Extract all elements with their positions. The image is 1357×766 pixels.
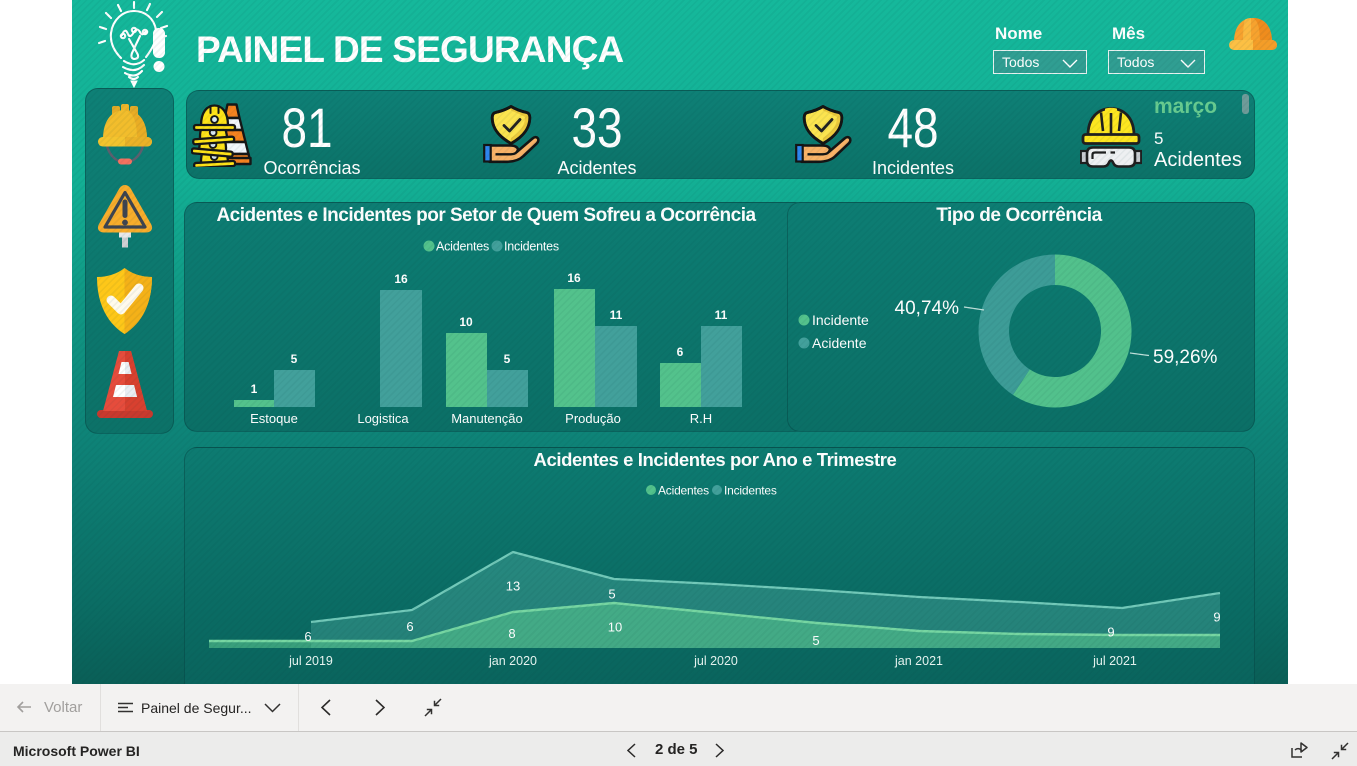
svg-text:11: 11 <box>610 308 623 322</box>
svg-text:9: 9 <box>1107 625 1114 640</box>
svg-text:6: 6 <box>304 629 311 644</box>
svg-text:6: 6 <box>677 345 684 359</box>
svg-text:Produção: Produção <box>565 411 621 426</box>
svg-text:10: 10 <box>608 620 622 635</box>
svg-text:5: 5 <box>291 352 298 366</box>
svg-text:jul 2019: jul 2019 <box>288 654 333 668</box>
svg-text:Incidente: Incidente <box>812 312 869 328</box>
svg-text:9: 9 <box>1213 610 1220 625</box>
svg-text:Logistica: Logistica <box>357 411 409 426</box>
svg-text:16: 16 <box>394 272 408 286</box>
svg-text:13: 13 <box>506 579 520 594</box>
svg-text:jul 2020: jul 2020 <box>693 654 738 668</box>
svg-text:jan 2021: jan 2021 <box>894 654 943 668</box>
svg-text:Acidentes: Acidentes <box>436 240 489 254</box>
svg-text:Incidentes: Incidentes <box>504 240 559 254</box>
svg-text:Acidentes e Incidentes por Ano: Acidentes e Incidentes por Ano e Trimest… <box>534 449 897 470</box>
svg-text:40,74%: 40,74% <box>895 298 960 319</box>
svg-text:10: 10 <box>459 315 473 329</box>
svg-text:16: 16 <box>567 271 581 285</box>
svg-text:11: 11 <box>715 308 728 322</box>
svg-text:59,26%: 59,26% <box>1153 347 1218 368</box>
svg-text:5: 5 <box>812 633 819 648</box>
svg-text:Acidente: Acidente <box>812 335 867 351</box>
svg-text:jul 2021: jul 2021 <box>1092 654 1137 668</box>
svg-text:5: 5 <box>504 352 511 366</box>
svg-text:R.H: R.H <box>690 411 712 426</box>
svg-text:Estoque: Estoque <box>250 411 298 426</box>
svg-text:Incidentes: Incidentes <box>724 484 777 498</box>
svg-text:Tipo de Ocorrência: Tipo de Ocorrência <box>936 205 1102 226</box>
svg-text:Acidentes e Incidentes por Set: Acidentes e Incidentes por Setor de Quem… <box>216 205 756 226</box>
svg-text:1: 1 <box>251 382 258 396</box>
svg-text:5: 5 <box>608 587 615 602</box>
svg-text:Acidentes: Acidentes <box>658 484 709 498</box>
svg-text:8: 8 <box>508 626 515 641</box>
svg-text:Manutenção: Manutenção <box>451 411 523 426</box>
svg-text:jan 2020: jan 2020 <box>488 654 537 668</box>
svg-text:6: 6 <box>406 619 413 634</box>
